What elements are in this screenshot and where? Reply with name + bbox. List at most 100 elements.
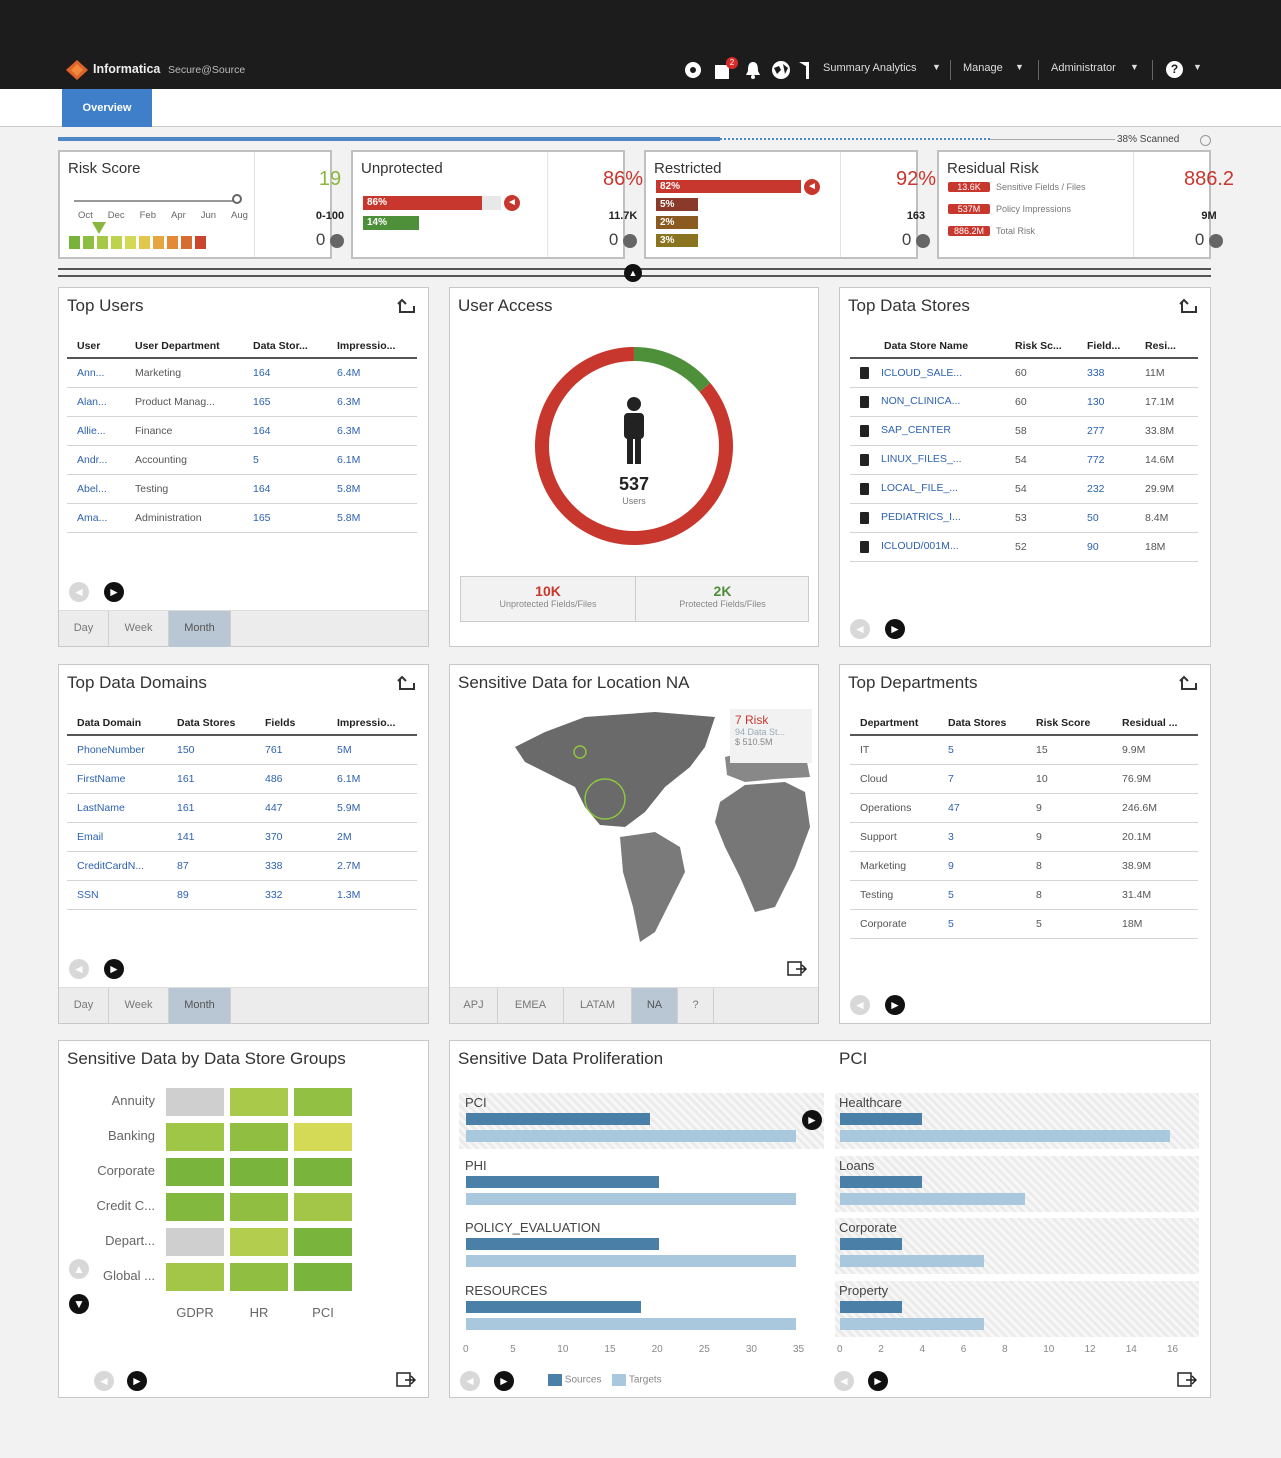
table-row[interactable]: ICLOUD_SALE... 60 338 11M — [850, 358, 1198, 388]
heatmap-cell[interactable] — [230, 1193, 288, 1221]
next-page-button[interactable]: ► — [885, 619, 905, 639]
chevron-down-icon[interactable]: ▼ — [932, 62, 941, 72]
heatmap-cell[interactable] — [294, 1158, 352, 1186]
minus-circle-icon[interactable] — [623, 233, 638, 248]
heatmap-cell[interactable] — [230, 1263, 288, 1291]
sources-bar[interactable] — [840, 1238, 902, 1250]
heatmap-cell[interactable] — [230, 1228, 288, 1256]
minus-circle-icon[interactable] — [1209, 233, 1224, 248]
heatmap-cell[interactable] — [294, 1088, 352, 1116]
collapse-up-icon[interactable]: ▲ — [624, 264, 642, 282]
scroll-down-button[interactable]: ▼ — [69, 1294, 89, 1314]
table-row[interactable]: PEDIATRICS_I... 53 50 8.4M — [850, 503, 1198, 533]
export-icon[interactable] — [1177, 1371, 1197, 1389]
prev-page-button[interactable]: ◄ — [850, 995, 870, 1015]
prev-page-button[interactable]: ◄ — [460, 1371, 480, 1391]
restricted-card[interactable]: Restricted 82% ◄ 5% 2% 3% 92% 163 0 — [644, 150, 936, 259]
protected-summary[interactable]: 2K Protected Fields/Files — [679, 583, 766, 609]
tab-day[interactable]: Day — [59, 988, 109, 1024]
next-page-button[interactable]: ► — [494, 1371, 514, 1391]
nav-summary-analytics[interactable]: Summary Analytics — [823, 62, 917, 74]
globe-icon[interactable] — [771, 60, 791, 80]
sources-bar[interactable] — [466, 1113, 650, 1125]
refresh-icon[interactable] — [396, 298, 418, 316]
prev-page-button[interactable]: ◄ — [850, 619, 870, 639]
tab-overview[interactable]: Overview — [62, 89, 152, 127]
minus-circle-icon[interactable] — [330, 233, 345, 248]
next-page-button[interactable]: ► — [885, 995, 905, 1015]
sources-bar[interactable] — [466, 1238, 660, 1250]
tab-latam[interactable]: LATAM — [564, 988, 632, 1024]
table-row[interactable]: NON_CLINICA... 60 130 17.1M — [850, 387, 1198, 417]
chevron-down-icon[interactable]: ▼ — [1130, 62, 1139, 72]
table-row[interactable]: LOCAL_FILE_... 54 232 29.9M — [850, 474, 1198, 504]
sources-bar[interactable] — [840, 1113, 923, 1125]
heatmap-cell[interactable] — [294, 1193, 352, 1221]
refresh-icon[interactable] — [1178, 298, 1200, 316]
export-icon[interactable] — [396, 1371, 416, 1389]
heatmap-cell[interactable] — [294, 1228, 352, 1256]
tab-week[interactable]: Week — [109, 988, 169, 1024]
bell-icon[interactable] — [743, 60, 763, 80]
flag-icon[interactable] — [799, 60, 813, 80]
nav-manage[interactable]: Manage — [963, 62, 1003, 74]
next-page-button[interactable]: ► — [868, 1371, 888, 1391]
tab-day[interactable]: Day — [59, 611, 109, 647]
tasks-icon[interactable] — [713, 60, 733, 80]
chevron-down-icon[interactable]: ▼ — [1015, 62, 1024, 72]
table-row[interactable]: Testing 5 8 31.4M — [850, 880, 1198, 910]
next-page-button[interactable]: ► — [127, 1371, 147, 1391]
heatmap-cell[interactable] — [294, 1263, 352, 1291]
heatmap-cell[interactable] — [230, 1158, 288, 1186]
table-row[interactable]: CreditCardN... 87 338 2.7M — [67, 851, 417, 881]
tab-emea[interactable]: EMEA — [498, 988, 564, 1024]
heatmap-cell[interactable] — [230, 1123, 288, 1151]
chevron-down-icon[interactable]: ▼ — [1193, 62, 1202, 72]
targets-bar[interactable] — [840, 1318, 985, 1330]
prev-page-button[interactable]: ◄ — [69, 959, 89, 979]
risk-score-card[interactable]: Risk Score Oct Dec Feb Apr Jun Aug 19 0-100 0 — [58, 150, 345, 259]
timeline-handle[interactable] — [232, 194, 242, 204]
table-row[interactable]: Abel... Testing 164 5.8M — [67, 474, 417, 504]
help-icon[interactable]: ? — [1166, 61, 1183, 78]
table-row[interactable]: Alan... Product Manag... 165 6.3M — [67, 387, 417, 417]
heatmap-cell[interactable] — [166, 1263, 224, 1291]
targets-bar[interactable] — [466, 1130, 796, 1142]
heatmap-cell[interactable] — [294, 1123, 352, 1151]
table-row[interactable]: FirstName 161 486 6.1M — [67, 764, 417, 794]
table-row[interactable]: SAP_CENTER 58 277 33.8M — [850, 416, 1198, 446]
targets-bar[interactable] — [466, 1255, 796, 1267]
table-row[interactable]: Corporate 5 5 18M — [850, 909, 1198, 939]
sources-bar[interactable] — [466, 1301, 641, 1313]
table-row[interactable]: LINUX_FILES_... 54 772 14.6M — [850, 445, 1198, 475]
residual-risk-card[interactable]: Residual Risk 13.6K Sensitive Fields / Fi… — [937, 150, 1234, 259]
table-row[interactable]: Andr... Accounting 5 6.1M — [67, 445, 417, 475]
arrow-left-icon[interactable]: ◄ — [804, 179, 820, 195]
tab-apj[interactable]: APJ — [450, 988, 498, 1024]
table-row[interactable]: Support 3 9 20.1M — [850, 822, 1198, 852]
table-row[interactable]: ICLOUD/001M... 52 90 18M — [850, 532, 1198, 562]
scan-info-icon[interactable] — [1200, 135, 1211, 146]
table-row[interactable]: Marketing 9 8 38.9M — [850, 851, 1198, 881]
table-row[interactable]: IT 5 15 9.9M — [850, 735, 1198, 765]
targets-bar[interactable] — [840, 1193, 1026, 1205]
refresh-icon[interactable] — [1178, 675, 1200, 693]
table-row[interactable]: Cloud 7 10 76.9M — [850, 764, 1198, 794]
table-row[interactable]: LastName 161 447 5.9M — [67, 793, 417, 823]
targets-bar[interactable] — [840, 1255, 985, 1267]
table-row[interactable]: Ann... Marketing 164 6.4M — [67, 358, 417, 388]
heatmap-cell[interactable] — [166, 1228, 224, 1256]
sources-bar[interactable] — [840, 1176, 923, 1188]
targets-bar[interactable] — [466, 1318, 796, 1330]
heatmap-cell[interactable] — [166, 1158, 224, 1186]
prev-page-button[interactable]: ◄ — [69, 582, 89, 602]
table-row[interactable]: Ama... Administration 165 5.8M — [67, 503, 417, 533]
drilldown-arrow-button[interactable]: ► — [802, 1110, 822, 1130]
scroll-up-button[interactable]: ▲ — [69, 1259, 89, 1279]
arrow-left-icon[interactable]: ◄ — [504, 195, 520, 211]
unprotected-summary[interactable]: 10K Unprotected Fields/Files — [461, 577, 636, 621]
sources-bar[interactable] — [466, 1176, 660, 1188]
sources-bar[interactable] — [840, 1301, 902, 1313]
tab-month[interactable]: Month — [169, 611, 231, 647]
table-row[interactable]: Email 141 370 2M — [67, 822, 417, 852]
